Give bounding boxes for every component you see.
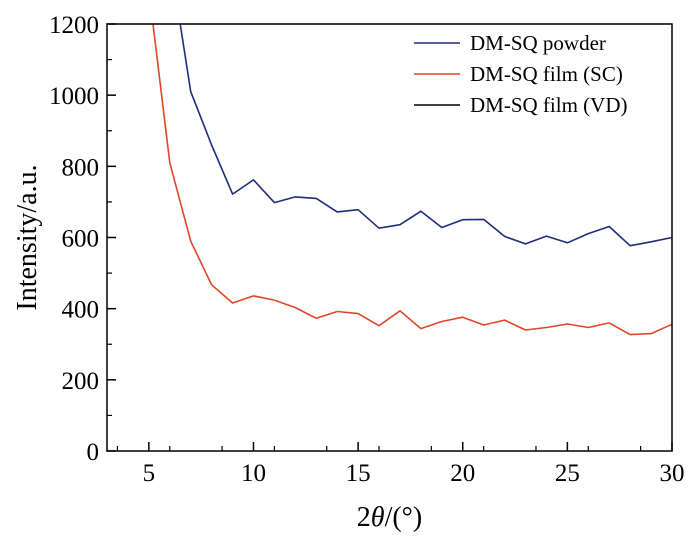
legend-label: DM-SQ film (VD) xyxy=(470,93,628,117)
y-tick-label: 0 xyxy=(87,439,100,466)
legend-label: DM-SQ powder xyxy=(470,31,606,55)
y-tick-label: 1000 xyxy=(49,83,99,110)
y-tick-label: 200 xyxy=(62,368,100,395)
series-group xyxy=(152,23,673,336)
x-tick-label: 10 xyxy=(241,460,266,487)
x-axis-title-theta: θ xyxy=(371,502,385,533)
x-tick-label: 15 xyxy=(346,460,371,487)
ticks: 5 10 15 20 25 30 0 200 400 600 800 1000 1200 xyxy=(49,12,685,487)
series-line xyxy=(179,23,673,247)
x-tick-label: 20 xyxy=(450,460,475,487)
plot-frame xyxy=(106,23,673,452)
x-tick-label: 30 xyxy=(660,460,685,487)
x-axis-title-main: 2 xyxy=(357,502,371,533)
y-axis-title: Intensity/a.u. xyxy=(12,164,43,310)
x-axis-title: 2θ/(°) xyxy=(357,502,422,533)
x-tick-label: 5 xyxy=(143,460,156,487)
y-tick-label: 1200 xyxy=(49,12,99,39)
legend-label: DM-SQ film (SC) xyxy=(470,62,623,86)
y-tick-label: 800 xyxy=(62,154,100,181)
y-tick-label: 600 xyxy=(62,226,100,253)
x-tick-label: 25 xyxy=(555,460,580,487)
x-axis-title-unit: /(°) xyxy=(385,502,423,533)
series-line xyxy=(152,23,673,336)
legend: DM-SQ powder DM-SQ film (SC) DM-SQ film (V… xyxy=(414,31,628,117)
y-tick-label: 400 xyxy=(62,297,100,324)
